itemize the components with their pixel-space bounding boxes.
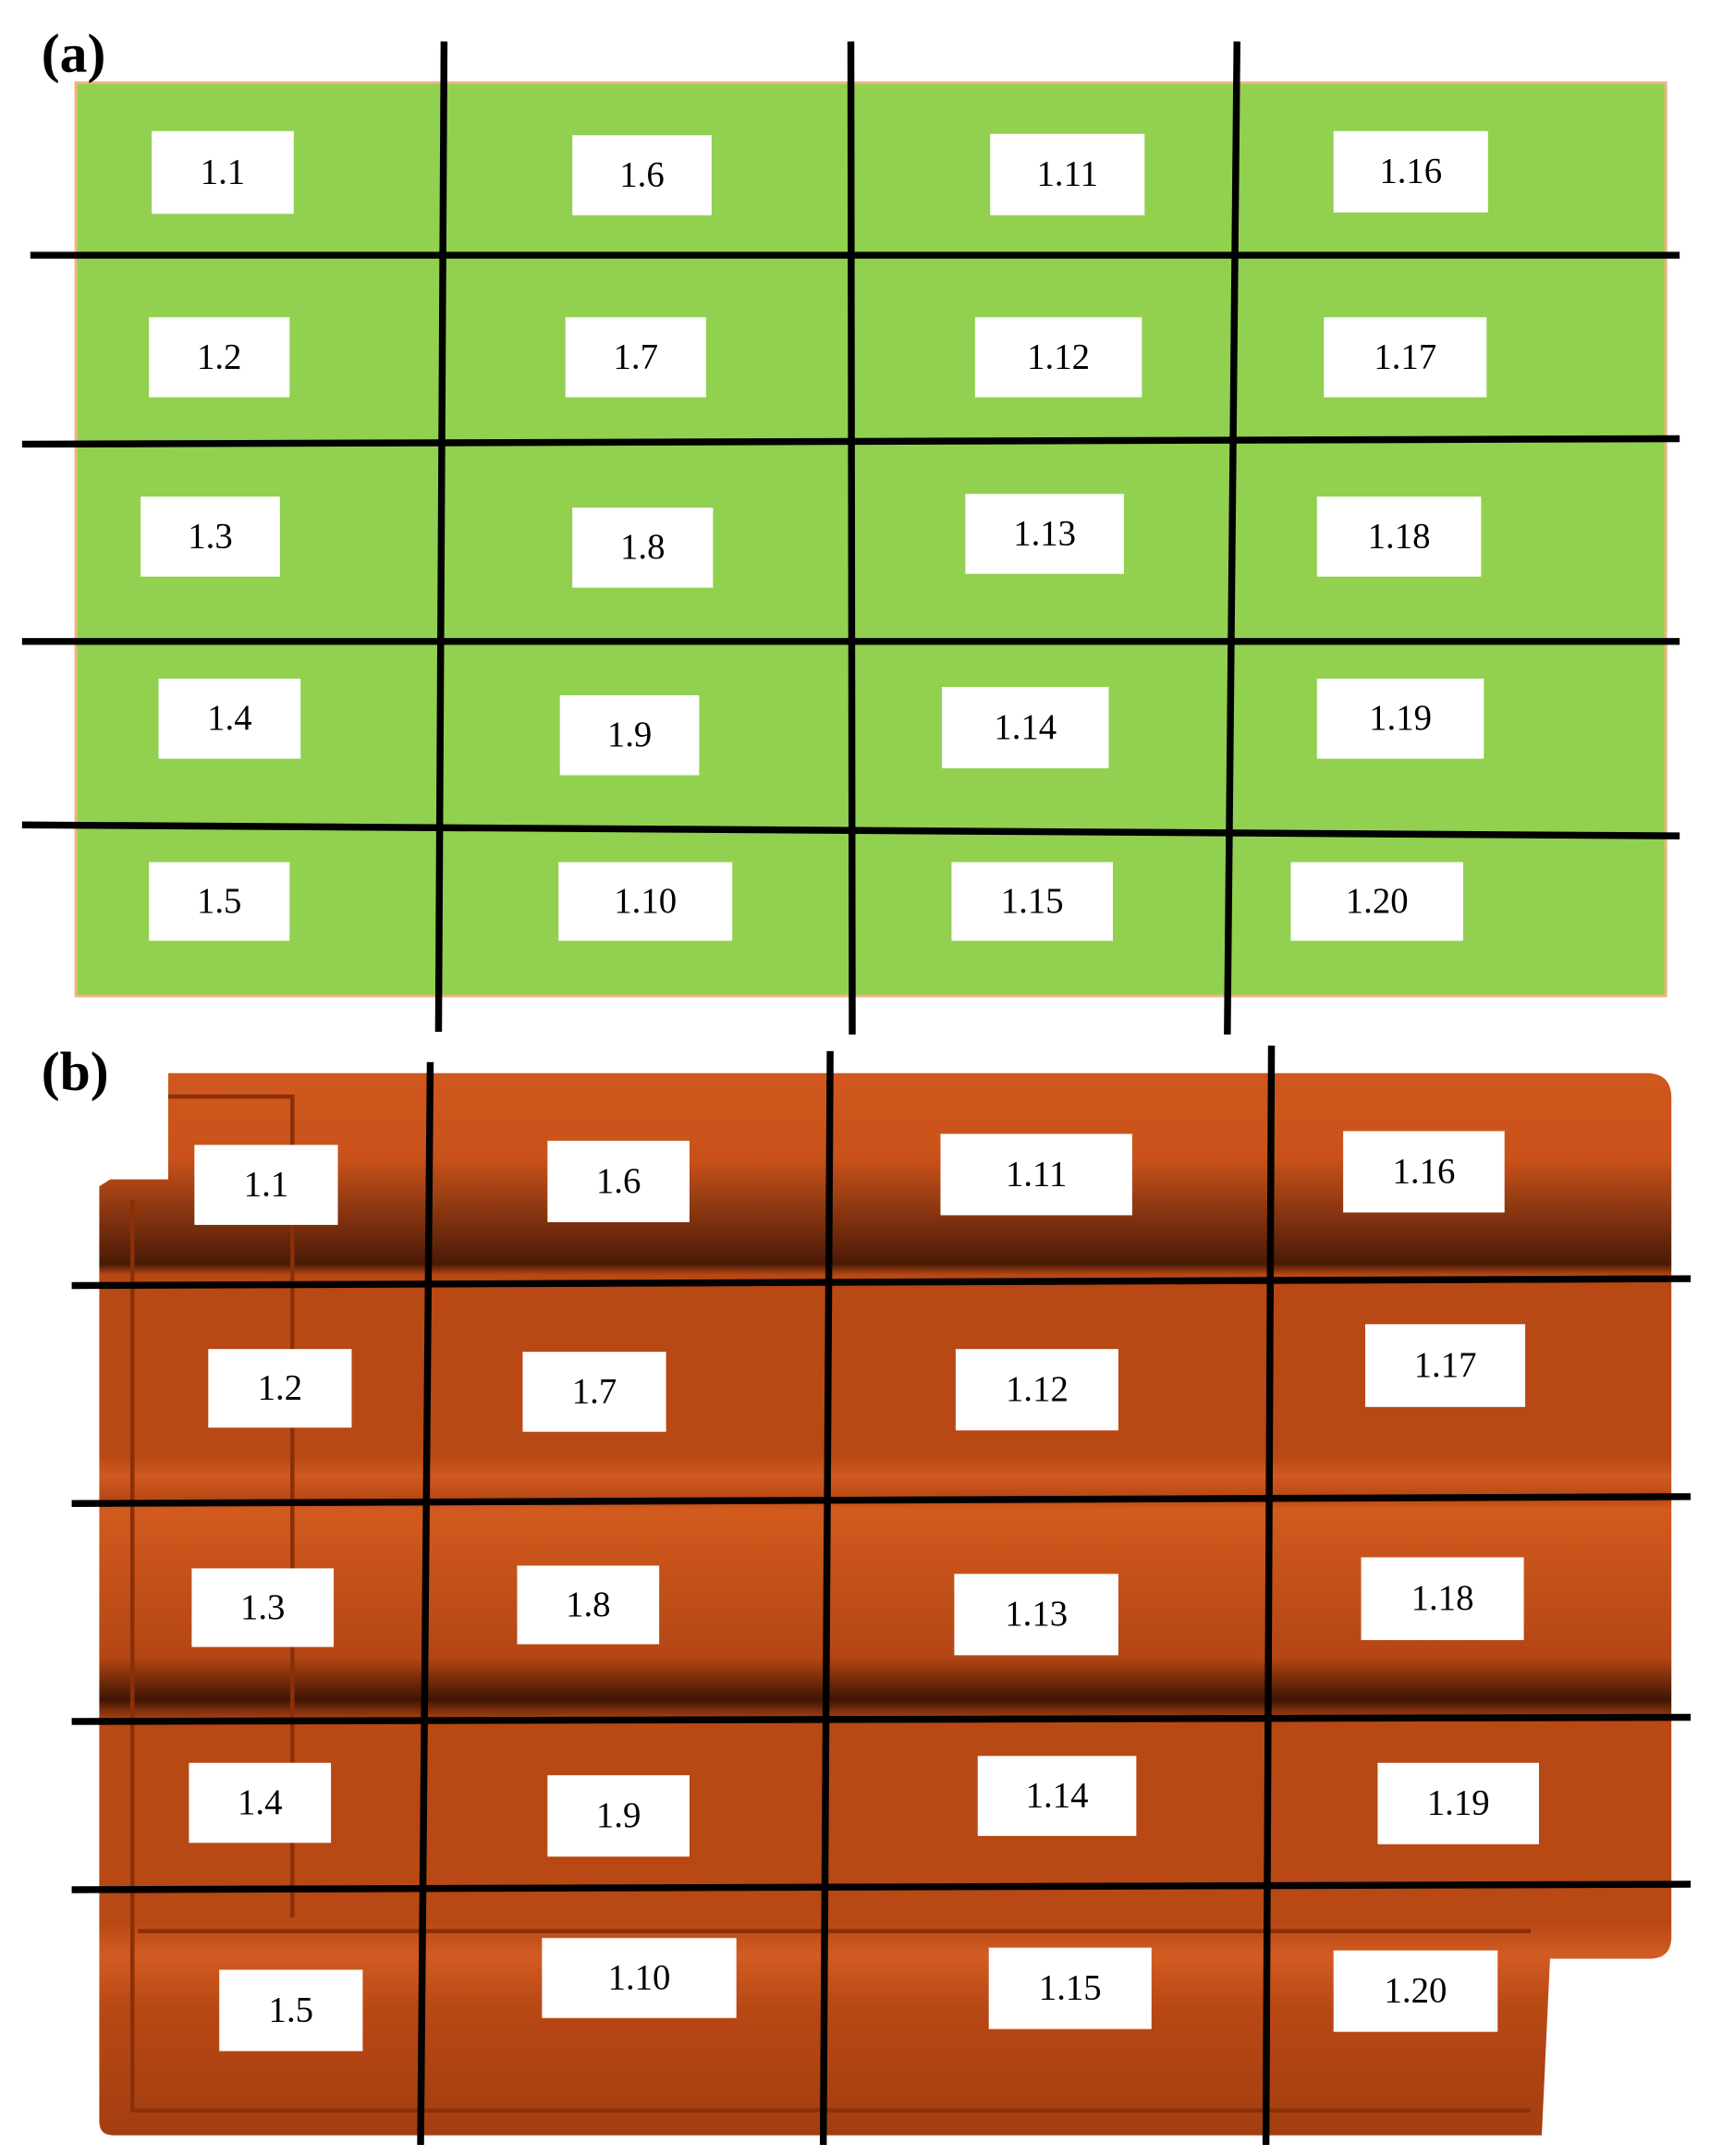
panel-label: (b) xyxy=(42,1041,109,1102)
grid-line xyxy=(71,1275,1692,1290)
cell-box xyxy=(990,133,1145,215)
cell-label: 1.3 xyxy=(240,1587,285,1627)
cell-label: 1.3 xyxy=(188,516,232,556)
cell-label: 1.10 xyxy=(608,1957,671,1997)
cell-label: 1.9 xyxy=(596,1795,641,1835)
cell-label: 1.5 xyxy=(269,1990,313,2029)
cell-box xyxy=(152,130,294,214)
cell-label: 1.15 xyxy=(1001,881,1064,921)
cell-box xyxy=(974,317,1142,398)
cell-label: 1.6 xyxy=(619,154,664,194)
cell-box xyxy=(559,694,700,776)
cell-box xyxy=(140,496,280,577)
cell-label: 1.12 xyxy=(1027,337,1090,376)
cell-box xyxy=(189,1762,332,1844)
panel-b: (b) xyxy=(42,1041,1672,2136)
cell-label: 1.4 xyxy=(207,698,251,738)
cell-label: 1.11 xyxy=(1006,1154,1067,1194)
cell-box xyxy=(547,1775,690,1857)
cell-label: 1.20 xyxy=(1346,881,1409,921)
cell-box xyxy=(988,1947,1152,2029)
cell-box xyxy=(1324,317,1487,398)
cell-box xyxy=(149,862,290,941)
cell-label: 1.1 xyxy=(201,152,245,191)
grid-lines xyxy=(21,41,1692,2146)
cell-box xyxy=(1290,862,1463,941)
cell-label: 1.6 xyxy=(596,1161,641,1201)
cell-label: 1.14 xyxy=(1026,1775,1089,1815)
cell-box xyxy=(149,317,290,398)
cell-box xyxy=(1316,679,1484,759)
cell-box xyxy=(965,494,1124,574)
cell-label: 1.5 xyxy=(197,881,241,921)
cell-box xyxy=(558,862,733,941)
cell-label: 1.2 xyxy=(197,337,241,376)
cell-box xyxy=(194,1145,338,1225)
grid-line xyxy=(1262,1045,1276,2146)
cell-label: 1.14 xyxy=(994,707,1057,747)
cell-box xyxy=(191,1568,335,1648)
cell-box xyxy=(940,1133,1132,1216)
cell-box xyxy=(951,862,1113,941)
grid-line xyxy=(819,1050,834,2146)
cell-box xyxy=(219,1969,363,2052)
cell-label: 1.13 xyxy=(1005,1594,1068,1634)
cell-label: 1.12 xyxy=(1006,1369,1069,1409)
grid-line xyxy=(1224,41,1240,1035)
cells: 1.1 1.2 1.3 1.4 1.5 1.6 1.7 1.8 1.9 1.10 1.11 1.12 1… xyxy=(140,130,1539,2052)
grid-line xyxy=(71,1713,1692,1725)
cell-label: 1.20 xyxy=(1385,1971,1447,2011)
cell-box xyxy=(522,1352,666,1432)
cell-label: 1.17 xyxy=(1374,337,1436,376)
cell-box xyxy=(542,1938,737,2018)
cell-label: 1.16 xyxy=(1379,152,1442,191)
cell-box xyxy=(955,1349,1118,1431)
cell-box xyxy=(1333,130,1488,213)
grid-line xyxy=(417,1061,434,2146)
grid-line xyxy=(71,1493,1692,1507)
grid-line xyxy=(21,821,1680,839)
cell-label: 1.1 xyxy=(244,1165,288,1205)
grid-line xyxy=(847,41,856,1035)
cell-box xyxy=(1333,1950,1498,2032)
cell-label: 1.19 xyxy=(1427,1783,1490,1823)
cell-box xyxy=(954,1574,1118,1656)
cell-label: 1.15 xyxy=(1039,1968,1102,2008)
cell-label: 1.16 xyxy=(1392,1151,1455,1191)
cell-label: 1.8 xyxy=(566,1585,610,1624)
cell-box xyxy=(941,687,1109,769)
cell-box xyxy=(572,135,712,215)
cell-box xyxy=(1316,496,1482,577)
cell-box xyxy=(517,1565,660,1645)
cell-label: 1.4 xyxy=(238,1782,282,1822)
cell-label: 1.9 xyxy=(607,715,652,754)
cell-box xyxy=(1365,1324,1526,1407)
cell-label: 1.10 xyxy=(614,881,677,921)
cell-box xyxy=(208,1349,352,1428)
cell-label: 1.11 xyxy=(1037,154,1098,194)
cell-label: 1.18 xyxy=(1411,1578,1474,1618)
orange-part xyxy=(99,1072,1672,2136)
panel-label: (a) xyxy=(42,23,106,84)
cell-box xyxy=(158,679,301,759)
cell-label: 1.19 xyxy=(1369,698,1432,738)
cell-label: 1.7 xyxy=(572,1371,617,1411)
cell-box xyxy=(1343,1131,1505,1213)
cell-label: 1.17 xyxy=(1414,1345,1477,1385)
cell-label: 1.7 xyxy=(614,337,658,376)
cell-label: 1.2 xyxy=(258,1368,302,1408)
cell-box xyxy=(572,508,714,588)
cell-box xyxy=(977,1756,1137,1836)
cell-box xyxy=(547,1140,690,1222)
cell-label: 1.8 xyxy=(620,527,665,567)
grid-line xyxy=(21,435,1680,448)
cell-box xyxy=(565,317,706,398)
cell-label: 1.13 xyxy=(1013,513,1076,553)
grid-line xyxy=(434,41,448,1033)
grid-line xyxy=(71,1880,1692,1893)
cell-box xyxy=(1361,1557,1524,1640)
cell-label: 1.18 xyxy=(1368,516,1431,556)
cell-box xyxy=(1377,1762,1539,1844)
